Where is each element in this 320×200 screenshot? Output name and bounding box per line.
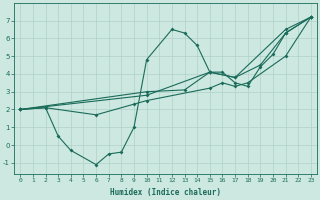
X-axis label: Humidex (Indice chaleur): Humidex (Indice chaleur)	[110, 188, 221, 197]
